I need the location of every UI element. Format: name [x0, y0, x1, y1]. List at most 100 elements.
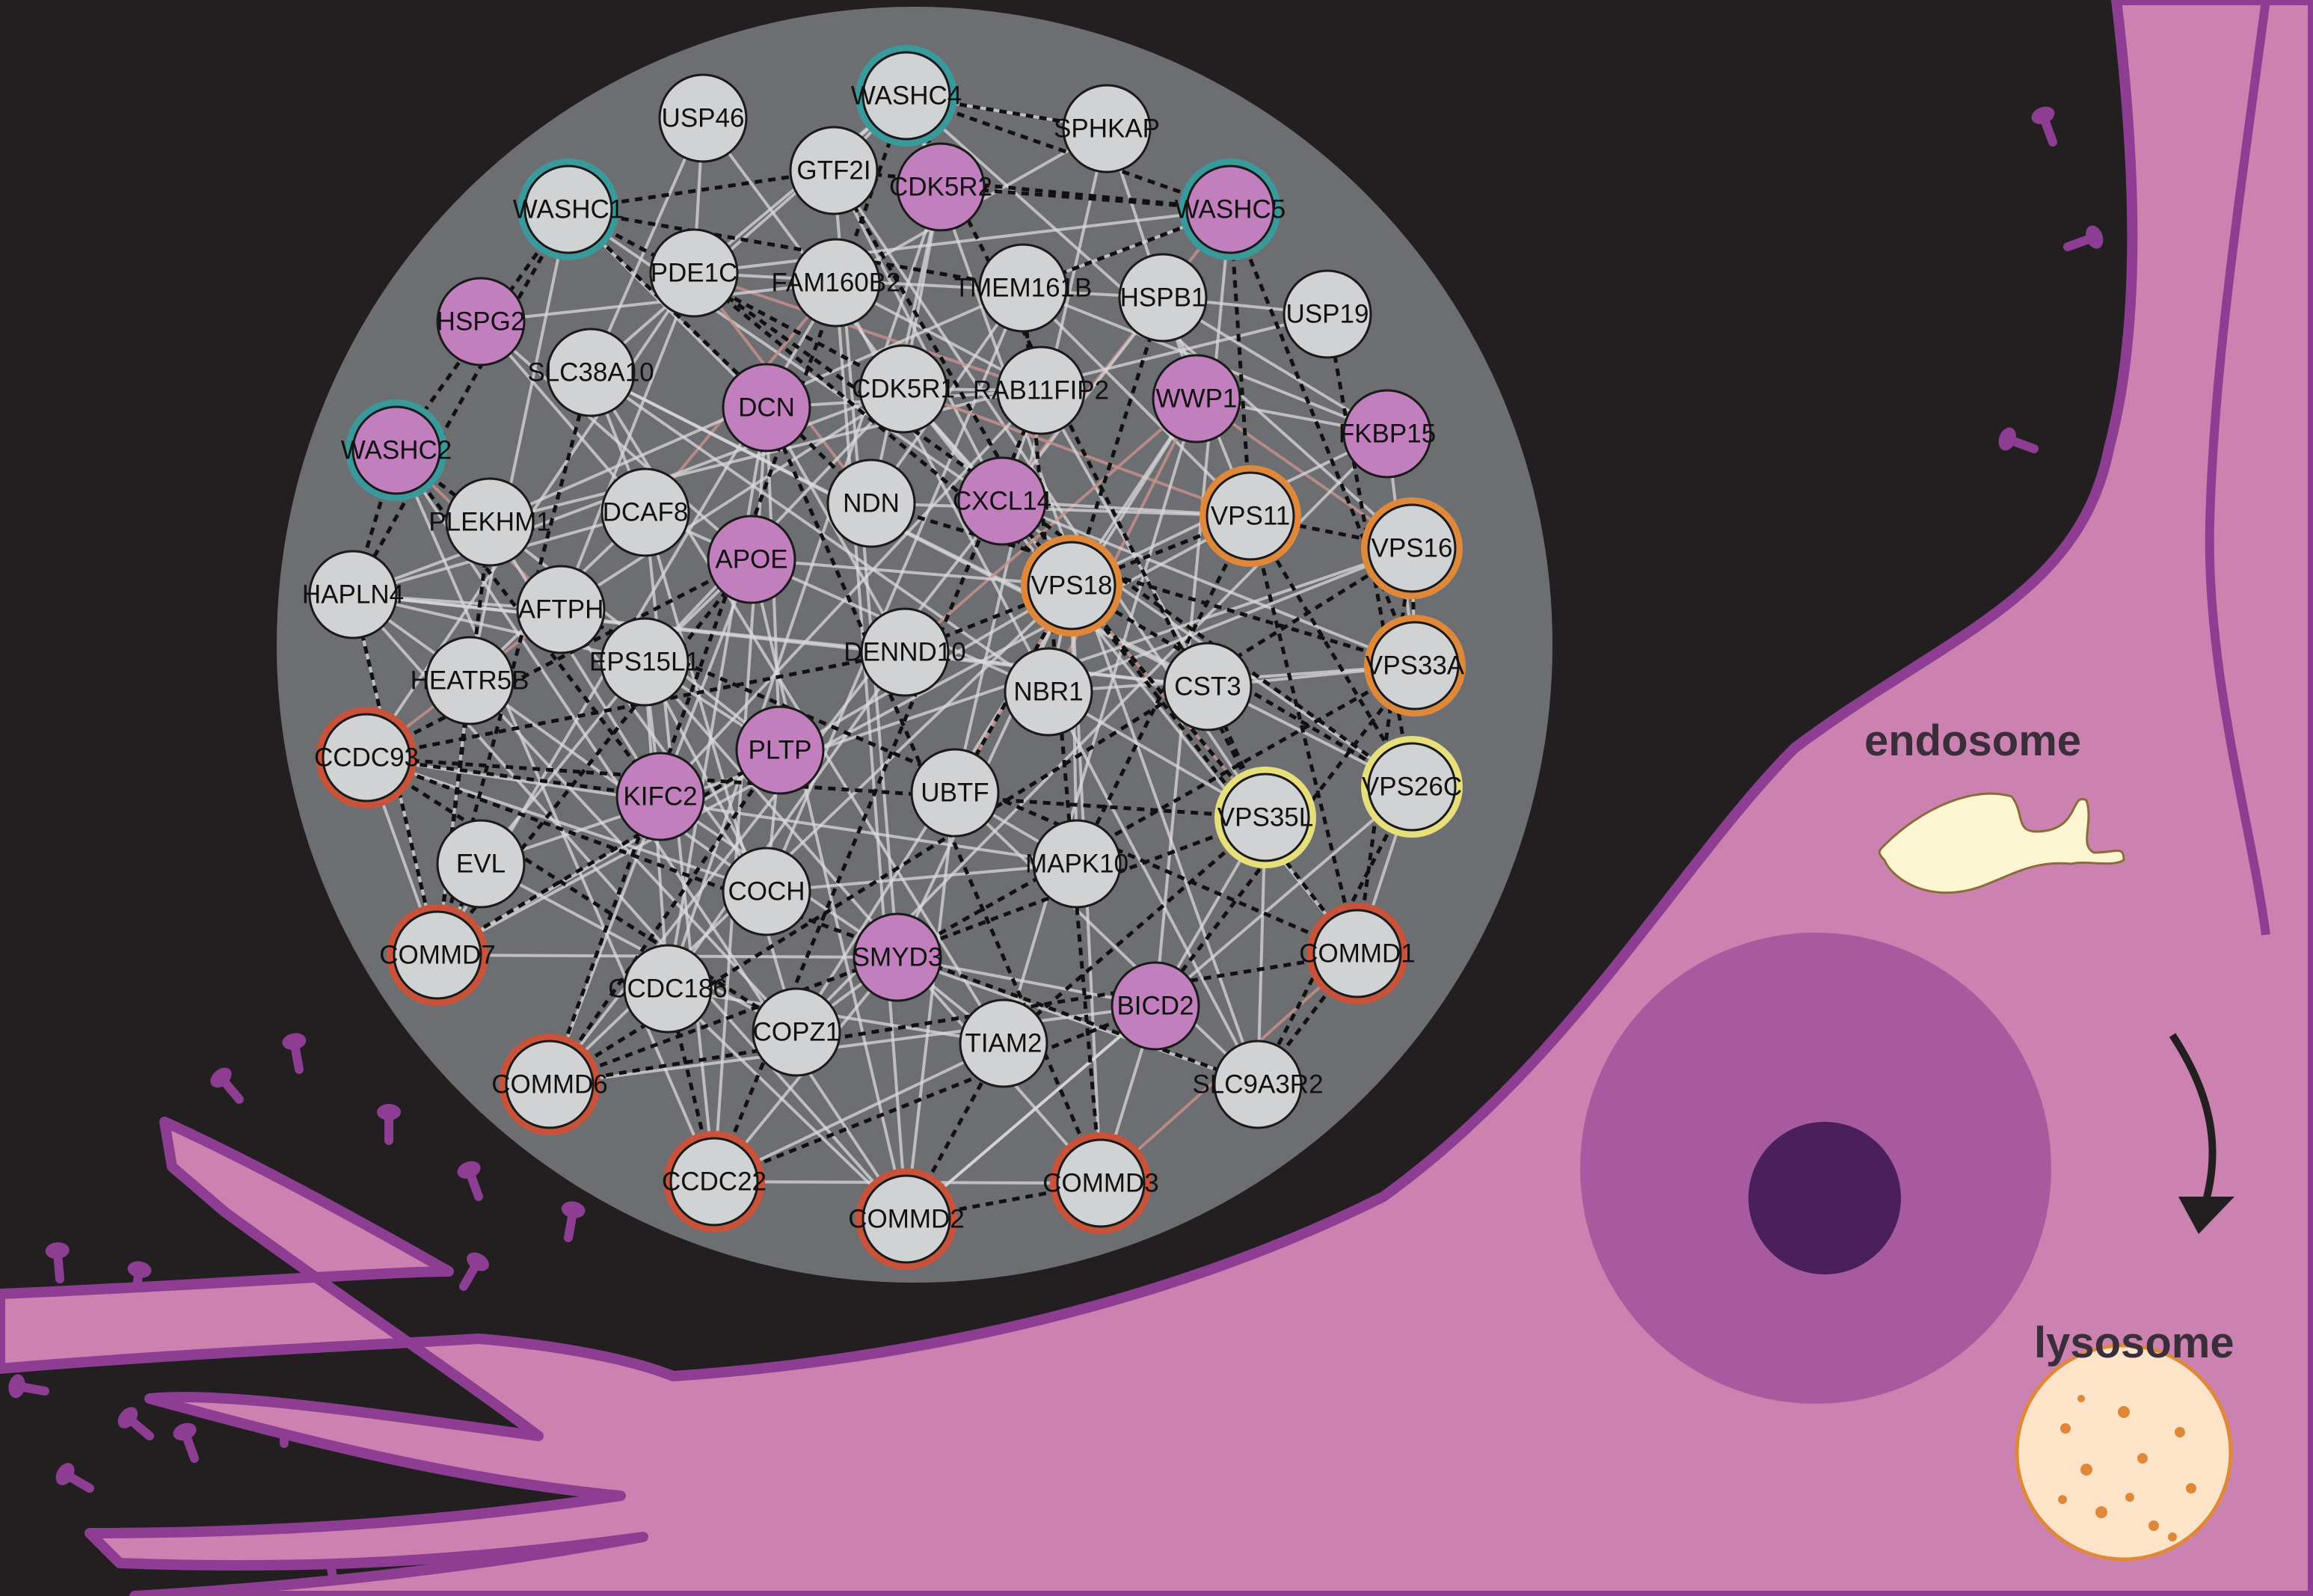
node-circle [615, 752, 705, 841]
node-circle [1283, 269, 1372, 359]
node-label: GTF2I [796, 156, 870, 185]
node-circle [623, 944, 713, 1034]
network-edge [953, 128, 1108, 794]
network-node: HAPLN4 [302, 550, 404, 639]
nucleolus [1748, 1122, 1901, 1274]
node-label: HSPB1 [1120, 283, 1206, 313]
node-circle [505, 1040, 595, 1129]
transport-arrow [2169, 1033, 2217, 1202]
network-node: CCDC22 [662, 1131, 767, 1233]
network-edge [766, 862, 1078, 893]
node-circle [1342, 389, 1432, 479]
network-node: WASHC5 [1175, 159, 1285, 260]
node-circle [896, 142, 986, 232]
network-node: VPS33A [1364, 615, 1466, 716]
node-label: VPS33A [1366, 651, 1465, 681]
network-node: VPS26C [1361, 736, 1463, 838]
node-label: COCH [728, 877, 805, 906]
node-label: VPS11 [1211, 502, 1290, 531]
node-label: EPS15L1 [589, 648, 700, 677]
network-edge [366, 755, 1266, 820]
network-edge [567, 207, 905, 391]
node-label: USP19 [1286, 300, 1369, 329]
node-label: COMMD7 [379, 941, 496, 970]
network-edge [468, 209, 570, 681]
node-label: DENND10 [844, 638, 965, 667]
network-edge [835, 282, 908, 1220]
network-node: CDK5R2 [889, 142, 992, 232]
endosome-shape [1878, 792, 2125, 894]
node-label: AFTPH [518, 595, 604, 624]
network-edge [567, 208, 873, 505]
network-node: SMYD3 [853, 912, 942, 1002]
node-circle [707, 515, 796, 604]
network-edge [1001, 500, 1416, 667]
network-node: WASHC2 [341, 399, 452, 501]
node-circle [858, 344, 948, 434]
node-label: BICD2 [1116, 992, 1194, 1021]
node-label: FAM160B2 [771, 268, 900, 298]
network-edge [751, 558, 1072, 587]
node-circle [1163, 642, 1253, 731]
network-node: HEATR5B [411, 636, 529, 725]
network-edge [906, 93, 1231, 212]
node-circle [1367, 742, 1457, 832]
node-label: MAPK10 [1025, 850, 1128, 879]
node-label: COMMD3 [1042, 1169, 1159, 1198]
node-label: NBR1 [1013, 678, 1083, 707]
network-node: COMMD1 [1299, 903, 1416, 1004]
network-node: CST3 [1163, 642, 1253, 731]
network-node: FAM160B2 [771, 238, 901, 328]
network-node: COMMD7 [379, 904, 496, 1006]
network-edge [548, 796, 662, 1085]
network-node: HSPG2 [436, 277, 526, 366]
node-label: CCDC22 [662, 1167, 767, 1197]
network-node: RAB11FIP2 [973, 346, 1109, 435]
network-node: PLEKHM1 [428, 477, 551, 567]
network-edge [713, 1004, 1156, 1184]
lysosome-shape [2015, 1343, 2233, 1562]
node-circle [308, 550, 398, 639]
network-node: DENND10 [844, 607, 966, 697]
node-circle [1111, 961, 1200, 1051]
network-edge [953, 791, 1259, 1086]
node-label: CXCL14 [953, 487, 1051, 516]
node-label: VPS16 [1371, 534, 1453, 563]
network-edge [832, 170, 1004, 502]
network-edge [693, 271, 1164, 299]
node-circle [669, 1137, 759, 1227]
lysosome-label: lysosome [2034, 1319, 2234, 1367]
node-label: TIAM2 [965, 1029, 1042, 1058]
network-node: TIAM2 [959, 998, 1048, 1088]
network-edge [1248, 515, 1414, 788]
node-circle [1152, 354, 1241, 443]
node-circle [860, 607, 950, 697]
network-edge [589, 371, 1050, 693]
node-label: COMMD2 [848, 1205, 965, 1234]
network-node: GTF2I [789, 126, 879, 215]
node-circle [600, 617, 689, 707]
network-node: CCDC93 [314, 707, 419, 808]
node-circle [1118, 253, 1208, 343]
network-edge [870, 501, 1416, 668]
node-circle [861, 51, 951, 141]
node-label: PLTP [749, 736, 812, 765]
network-edge [870, 502, 1251, 518]
node-label: UBTF [921, 779, 989, 808]
network-edge [351, 208, 571, 596]
node-circle [752, 987, 841, 1077]
node-circle [322, 713, 411, 802]
network-edge [1021, 287, 1103, 1184]
network-node: PLTP [735, 705, 825, 795]
network-edge [480, 862, 797, 1034]
node-label: FKBP15 [1339, 420, 1436, 449]
network-node: SLC38A10 [527, 328, 654, 417]
network-node: VPS18 [1021, 535, 1122, 636]
network-node: APOE [707, 515, 796, 604]
node-circle [1370, 621, 1460, 710]
node-label: CCDC186 [608, 975, 728, 1004]
node-circle [826, 458, 916, 548]
node-label: PLEKHM1 [428, 508, 550, 537]
